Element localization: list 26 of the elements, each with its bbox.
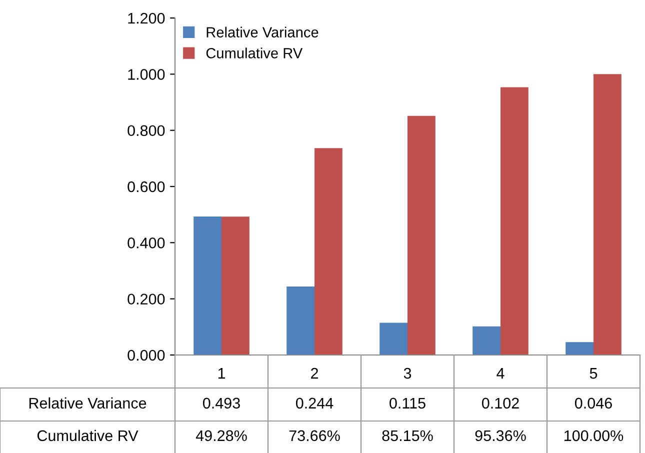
text: Cumulative RV (37, 430, 138, 442)
y-tick-label: 1.000 (128, 69, 165, 80)
data-label: 100.00% (564, 430, 624, 442)
data-label: 0.046 (574, 398, 612, 409)
data-label: 49.28% (196, 430, 247, 442)
y-tick-label: 0.600 (128, 181, 165, 192)
legend-label: Cumulative RV (206, 48, 303, 58)
x-tick-label: 1 (218, 368, 226, 379)
data-label: 73.66% (289, 430, 340, 442)
y-tick-label: 0.200 (128, 294, 165, 305)
x-tick-label: 2 (311, 368, 318, 379)
y-tick-label: 0.000 (128, 350, 165, 361)
y-tick-label: 0.800 (128, 125, 165, 136)
data-label: 0.102 (482, 398, 519, 409)
data-label: 85.15% (382, 430, 433, 442)
data-label: 95.36% (475, 430, 526, 442)
x-tick-label: 5 (590, 368, 598, 379)
data-label: 0.115 (390, 398, 426, 409)
x-tick-label: 3 (404, 368, 412, 379)
text: Relative Variance (29, 397, 146, 409)
x-tick-label: 4 (496, 368, 504, 379)
y-tick-label: 0.400 (128, 238, 165, 248)
y-tick-label: 1.200 (128, 12, 165, 24)
legend-label: Relative Variance (206, 26, 318, 38)
data-label: 0.244 (296, 398, 334, 409)
data-label: 0.493 (202, 398, 240, 409)
